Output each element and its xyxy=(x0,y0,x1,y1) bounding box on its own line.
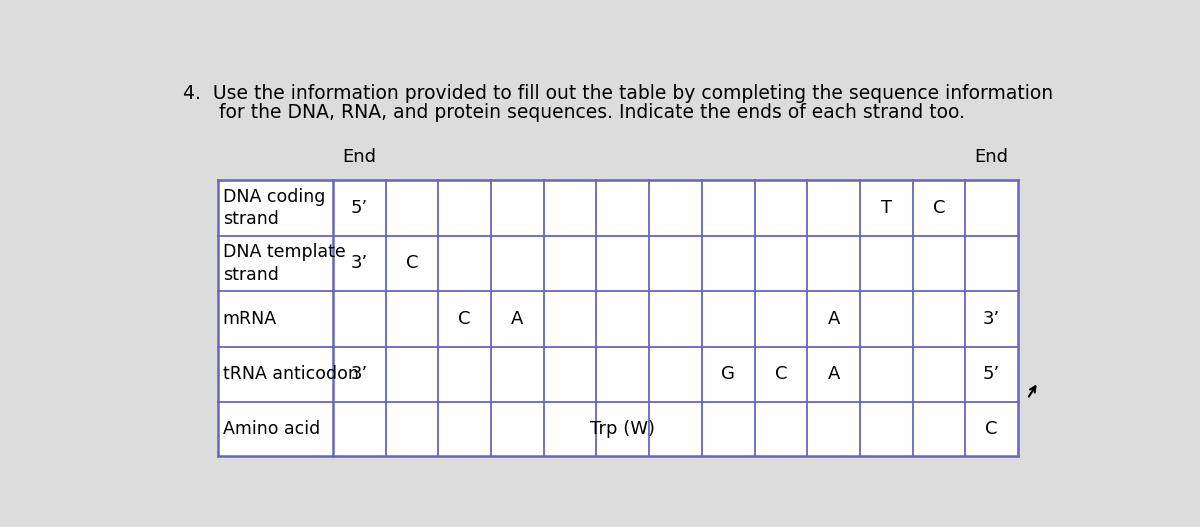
Text: mRNA: mRNA xyxy=(223,310,277,328)
Text: C: C xyxy=(406,255,419,272)
Text: 3’: 3’ xyxy=(983,310,1001,328)
Text: G: G xyxy=(721,365,736,383)
Text: End: End xyxy=(974,148,1009,166)
Text: End: End xyxy=(342,148,377,166)
Text: DNA template
strand: DNA template strand xyxy=(223,243,346,284)
Text: A: A xyxy=(511,310,523,328)
Text: C: C xyxy=(985,420,998,438)
Text: 3’: 3’ xyxy=(350,365,368,383)
Text: 5’: 5’ xyxy=(350,199,368,217)
Text: Amino acid: Amino acid xyxy=(223,420,320,438)
Text: A: A xyxy=(827,365,840,383)
Text: A: A xyxy=(827,310,840,328)
Bar xyxy=(218,180,1018,456)
Text: 3’: 3’ xyxy=(350,255,368,272)
Text: 4.  Use the information provided to fill out the table by completing the sequenc: 4. Use the information provided to fill … xyxy=(182,84,1052,103)
Text: Trp (W): Trp (W) xyxy=(590,420,655,438)
Text: C: C xyxy=(775,365,787,383)
Text: for the DNA, RNA, and protein sequences. Indicate the ends of each strand too.: for the DNA, RNA, and protein sequences.… xyxy=(182,103,965,122)
Text: T: T xyxy=(881,199,892,217)
Text: tRNA anticodon: tRNA anticodon xyxy=(223,365,359,383)
Text: C: C xyxy=(458,310,470,328)
Text: 5’: 5’ xyxy=(983,365,1001,383)
Text: C: C xyxy=(932,199,946,217)
Text: DNA coding
strand: DNA coding strand xyxy=(223,188,325,228)
